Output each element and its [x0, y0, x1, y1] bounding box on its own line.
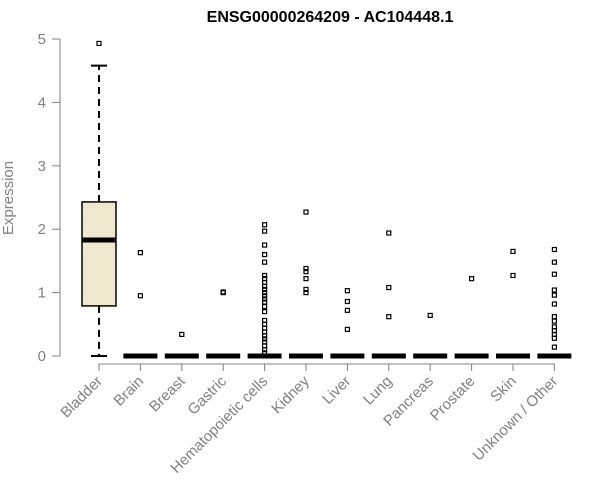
outlier-point [551, 287, 558, 293]
outlier-point [262, 339, 268, 345]
box-kidney [289, 209, 323, 359]
box-bladder [81, 40, 117, 357]
outlier-point [551, 318, 558, 324]
outlier-point [262, 286, 268, 293]
x-tick-label: Brain [110, 373, 147, 410]
outlier-point [262, 272, 268, 279]
outlier-point [262, 259, 268, 265]
box-skin [496, 248, 530, 359]
outlier-point [137, 293, 143, 299]
box-liver [330, 288, 365, 359]
outlier-point [551, 344, 558, 350]
x-tick-label: Prostate [427, 373, 479, 425]
x-tick-label: Lung [360, 373, 396, 409]
y-tick-label: 3 [38, 158, 46, 175]
outlier-point [262, 222, 268, 228]
outlier-point [469, 276, 475, 282]
outlier-point [427, 312, 433, 319]
outlier-point [303, 286, 309, 293]
outlier-point [386, 314, 392, 320]
outlier-point [262, 276, 268, 282]
outlier-point [551, 324, 558, 330]
x-tick-label: Liver [319, 373, 354, 408]
box-iqr [81, 201, 117, 307]
y-tick-label: 1 [38, 285, 46, 302]
box-unknown-other [537, 246, 572, 359]
x-tick-label: Breast [146, 372, 189, 415]
box-lung [371, 230, 406, 359]
outlier-point [96, 40, 102, 47]
y-tick-label: 4 [38, 94, 46, 111]
chart-title: ENSG00000264209 - AC104448.1 [207, 9, 454, 26]
outlier-point [262, 242, 268, 248]
boxes-layer [81, 40, 572, 359]
box-breast [164, 331, 199, 359]
box-pancreas [413, 312, 448, 359]
outlier-point [303, 290, 309, 296]
outlier-point [262, 317, 268, 324]
x-tick-label: Skin [487, 373, 520, 406]
outlier-point [551, 292, 558, 298]
outlier-point [220, 289, 226, 295]
y-tick-label: 5 [38, 31, 46, 48]
box-prostate [454, 276, 489, 359]
box-hematopoietic-cells [247, 222, 282, 359]
outlier-point [262, 228, 268, 234]
outlier-point [137, 250, 143, 256]
outlier-point [262, 303, 268, 310]
x-tick-label: Bladder [57, 373, 106, 422]
outlier-point [510, 248, 516, 254]
outlier-point [344, 288, 350, 294]
y-tick-label: 0 [38, 348, 46, 365]
outlier-point [303, 209, 309, 215]
outlier-point [262, 299, 268, 305]
outlier-point [344, 298, 350, 305]
outlier-point [303, 265, 309, 272]
x-tick-label: Kidney [268, 372, 313, 417]
outlier-point [344, 326, 350, 332]
y-tick-label: 2 [38, 221, 46, 238]
box-brain [123, 250, 158, 359]
outlier-point [262, 336, 268, 342]
outlier-point [262, 293, 268, 299]
outlier-point [262, 309, 268, 315]
outlier-point [386, 284, 392, 291]
outlier-point [551, 271, 558, 277]
outlier-point [303, 276, 309, 282]
outlier-point [179, 331, 185, 338]
outlier-point [551, 259, 558, 265]
outlier-point [262, 290, 268, 296]
outlier-point [262, 350, 268, 356]
outlier-point [551, 301, 558, 307]
outlier-point [551, 246, 558, 253]
outlier-point [262, 296, 268, 302]
outlier-point [551, 314, 558, 320]
y-axis-label: Expression [0, 161, 17, 235]
y-axis: 0 1 2 3 4 5 [38, 31, 61, 365]
outlier-point [510, 272, 516, 279]
outlier-point [386, 230, 392, 236]
outlier-point [344, 307, 350, 313]
box-gastric [206, 289, 241, 359]
outlier-point [303, 269, 309, 275]
outlier-point [262, 251, 268, 258]
